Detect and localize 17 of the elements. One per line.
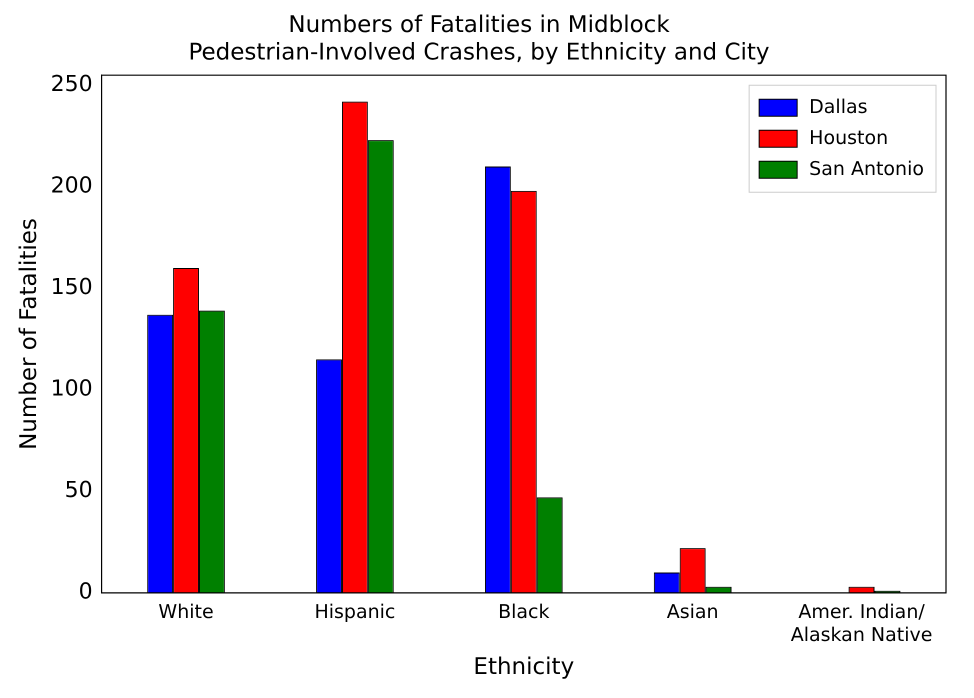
- y-tick-label: 150: [50, 275, 93, 300]
- legend-label: Houston: [809, 127, 888, 150]
- legend-label: San Antonio: [809, 158, 924, 180]
- x-tick-label: Asian: [666, 601, 719, 624]
- legend-label: Dallas: [809, 96, 868, 118]
- chart-title: Numbers of Fatalities in Midblock Pedestrian-Involved Crashes, by Ethnicity and City: [188, 12, 770, 66]
- x-axis-title: Ethnicity: [473, 654, 574, 680]
- x-tick-label: White: [158, 601, 214, 624]
- x-tick-label: Amer. Indian/ Alaskan Native: [790, 601, 932, 646]
- y-axis-title: Number of Fatalities: [16, 218, 42, 450]
- x-tick-label: Black: [498, 601, 550, 624]
- y-tick-label: 0: [78, 580, 93, 605]
- y-tick-label: 100: [50, 376, 93, 402]
- y-tick-label: 50: [64, 478, 93, 504]
- x-tick-label: Hispanic: [314, 601, 396, 624]
- y-tick-label: 250: [50, 72, 93, 98]
- y-tick-label: 200: [50, 174, 93, 199]
